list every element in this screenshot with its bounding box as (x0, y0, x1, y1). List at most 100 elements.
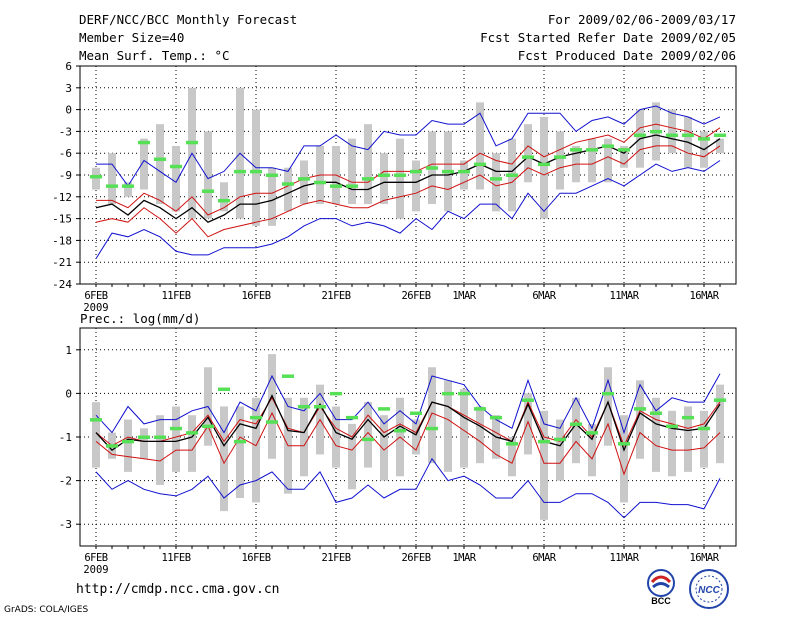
observed-mark (314, 404, 326, 409)
ensemble-bar (428, 367, 436, 464)
observed-mark (90, 418, 102, 422)
observed-mark (634, 407, 646, 411)
chart-panel-1: -24 -21 -18 -15 -12 -9 -6 -3 0 3 6 6FEB 11FEB 16FEB 21… (52, 60, 737, 314)
observed-mark (618, 442, 630, 446)
ensemble-bar (92, 167, 100, 190)
observed-mark (362, 177, 374, 181)
x-tick-label: 6MAR (532, 552, 556, 564)
ensemble-bar (172, 145, 180, 212)
observed-mark (442, 169, 454, 174)
forecast-period: For 2009/02/06-2009/03/17 (547, 12, 736, 27)
observed-mark (250, 415, 262, 420)
observed-mark (682, 415, 694, 420)
y-tick-label: 1 (65, 344, 72, 357)
panel2-title: Prec.: log(mm/d) (80, 311, 200, 326)
observed-mark (586, 431, 598, 435)
observed-mark (522, 155, 534, 159)
ensemble-bar (476, 102, 484, 190)
observed-mark (474, 407, 486, 411)
y-tick-label: 0 (65, 387, 72, 400)
observed-mark (202, 189, 214, 193)
observed-mark (186, 140, 198, 145)
observed-mark (90, 174, 102, 179)
ensemble-bar (492, 153, 500, 212)
ensemble-bar (172, 406, 180, 472)
observed-mark (426, 166, 438, 170)
observed-mark (650, 411, 662, 416)
y-tick-label: -6 (59, 147, 72, 160)
observed-mark (106, 184, 118, 188)
ncc-logo-text: NCC (698, 585, 720, 596)
ensemble-bar (364, 402, 372, 468)
x-tick-label: 11MAR (609, 290, 639, 302)
chart-title: DERF/NCC/BCC Monthly Forecast (79, 12, 298, 27)
observed-mark (378, 173, 390, 177)
observed-mark (698, 137, 710, 141)
observed-mark (378, 407, 390, 411)
observed-mark (410, 411, 422, 416)
ensemble-bar (620, 415, 628, 503)
y-tick-label: -9 (59, 169, 72, 182)
observed-mark (106, 444, 118, 448)
y-tick-label: 0 (65, 104, 72, 117)
ensemble-bar (268, 354, 276, 459)
logos: BCC NCC (640, 568, 730, 610)
observed-mark (282, 182, 294, 186)
observed-mark (458, 169, 470, 174)
ensemble-bar (668, 109, 676, 154)
observed-mark (698, 426, 710, 431)
ensemble-bar (460, 389, 468, 468)
x-tick-label: 21FEB (321, 290, 350, 302)
observed-mark (170, 164, 182, 169)
observed-mark (362, 437, 374, 442)
ensemble-bar (476, 406, 484, 464)
observed-mark (346, 184, 358, 188)
ensemble-bar (156, 124, 164, 205)
observed-mark (298, 177, 310, 181)
ensemble-bar (572, 397, 580, 464)
y-tick-label: -15 (52, 213, 72, 226)
observed-mark (202, 424, 214, 429)
observed-mark (714, 133, 726, 138)
observed-mark (650, 129, 662, 134)
y-tick-label: 3 (65, 82, 72, 95)
observed-mark (282, 374, 294, 378)
ensemble-bar (396, 138, 404, 219)
x-tick-label: 11MAR (609, 552, 639, 564)
series-line-min (95, 457, 721, 519)
observed-mark (394, 173, 406, 177)
ensemble-bar (140, 428, 148, 459)
source-url[interactable]: http://cmdp.ncc.cma.gov.cn (76, 582, 280, 597)
ensemble-bar (124, 419, 132, 472)
series-line-max (96, 105, 721, 187)
ensemble-bar (540, 116, 548, 219)
observed-mark (586, 148, 598, 152)
ensemble-bar (412, 160, 420, 212)
observed-mark (250, 169, 262, 174)
series-line-lower (95, 145, 721, 238)
series-line-mean (95, 394, 721, 452)
member-size: Member Size=40 (79, 30, 185, 45)
x-tick-label: 16MAR (689, 290, 719, 302)
y-tick-label: -12 (52, 191, 72, 204)
ensemble-bar (524, 124, 532, 183)
observed-mark (602, 144, 614, 148)
y-tick-label: -18 (52, 234, 72, 247)
observed-mark (618, 148, 630, 152)
ensemble-bar (700, 410, 708, 468)
x-tick-label: 21FEB (321, 552, 350, 564)
ensemble-bar (140, 138, 148, 190)
ensemble-bar (588, 138, 596, 183)
ensemble-bar (460, 160, 468, 190)
series-line-mean (95, 134, 721, 223)
series-line-min (95, 160, 721, 259)
observed-mark (666, 133, 678, 138)
observed-mark (490, 415, 502, 420)
ensemble-bar (92, 402, 100, 468)
ensemble-bar (364, 124, 372, 205)
observed-mark (554, 155, 566, 159)
observed-mark (330, 184, 342, 188)
observed-mark (506, 173, 518, 177)
x-tick-label: 26FEB (401, 552, 430, 564)
observed-mark (714, 398, 726, 402)
